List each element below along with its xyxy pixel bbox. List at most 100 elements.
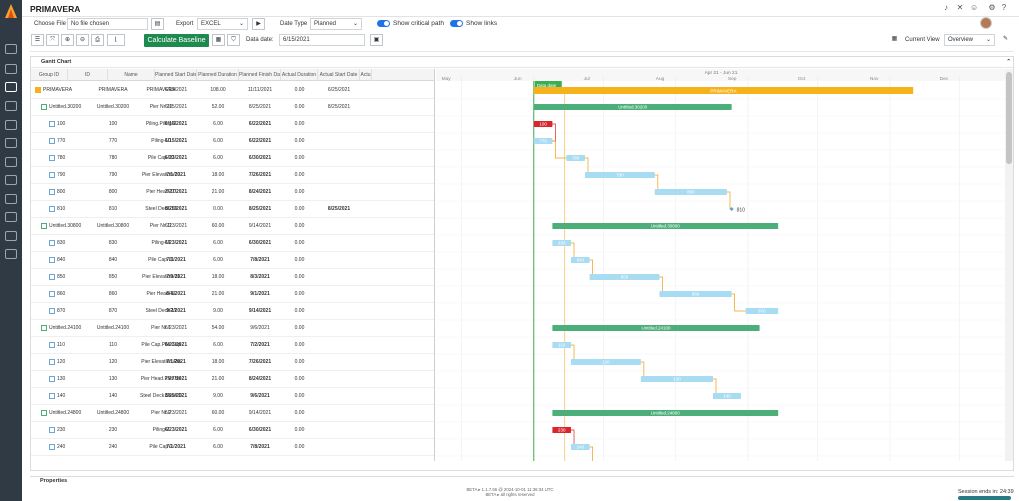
column-header[interactable]: Actu xyxy=(360,69,372,81)
gantt-bar[interactable] xyxy=(552,223,779,229)
critical-path-toggle[interactable] xyxy=(377,20,390,27)
table-row[interactable]: 100 100 Piling.Piling-1 6/15/2021 6.00 6/22/2… xyxy=(31,116,434,133)
task-icon[interactable] xyxy=(49,342,55,348)
task-icon[interactable] xyxy=(49,359,55,365)
print-icon[interactable]: ⎙ xyxy=(91,34,104,46)
chart-settings-icon[interactable]: ⌊ xyxy=(107,34,125,46)
gantt-bar[interactable] xyxy=(533,104,732,110)
zoom-out-icon[interactable]: ⊖ xyxy=(76,34,89,46)
table-row[interactable]: 110 110 Pile Cap.Pile Cap 6/23/2021 6.00 7/2/… xyxy=(31,337,434,354)
grid-view-icon[interactable]: ▦ xyxy=(888,34,901,46)
report-icon[interactable] xyxy=(5,194,17,204)
gantt-bar[interactable] xyxy=(713,393,741,399)
list-view-icon[interactable]: ☰ xyxy=(31,34,44,46)
export-select[interactable]: EXCEL ⌄ xyxy=(197,18,248,30)
edit-icon[interactable]: ✎ xyxy=(999,34,1012,46)
gantt-bar[interactable] xyxy=(571,359,641,365)
wbs-icon[interactable] xyxy=(41,104,47,110)
milestone-marker[interactable] xyxy=(729,207,734,211)
upload-file-button[interactable]: ▤ xyxy=(151,18,164,30)
sync-icon[interactable] xyxy=(5,212,17,222)
gantt-bar[interactable] xyxy=(533,87,914,94)
workflow-icon[interactable] xyxy=(5,64,17,74)
gantt-icon[interactable] xyxy=(5,82,17,92)
calendar-icon[interactable]: ▦ xyxy=(212,34,225,46)
zoom-in-icon[interactable]: ⊕ xyxy=(61,34,74,46)
column-header[interactable]: Actual Start Date xyxy=(318,69,360,81)
gantt-bar[interactable] xyxy=(552,240,572,246)
table-row[interactable]: Untitled.24100 Untitled.24100 Pier Nr 1 6/2… xyxy=(31,320,434,337)
table-row[interactable]: Untitled.30800 Untitled.30800 Pier Nr 11 6/… xyxy=(31,218,434,235)
table-row[interactable]: 860 860 Pier Head-11 8/4/2021 21.00 9/1/2021 0… xyxy=(31,286,434,303)
wbs-icon[interactable] xyxy=(41,325,47,331)
analytics-icon[interactable] xyxy=(5,231,17,241)
collapse-chevron-icon[interactable]: ⌃ xyxy=(1006,59,1011,65)
table-row[interactable]: PRIMAVERA PRIMAVERA PRIMAVERA 6/15/2021 108.… xyxy=(31,82,434,99)
table-row[interactable]: Untitled.24800 Untitled.24800 Pier Nr 2 6/2… xyxy=(31,405,434,422)
wbs-icon[interactable] xyxy=(41,410,47,416)
column-header[interactable]: Actual Duration xyxy=(281,69,318,81)
table-row[interactable]: 130 130 Pier Head.Pier He 7/27/2021 21.00 8/2… xyxy=(31,371,434,388)
gantt-bar[interactable] xyxy=(552,325,760,331)
column-header[interactable]: Planned Start Date xyxy=(155,69,197,81)
column-header[interactable]: Planned Finish Date xyxy=(239,69,281,81)
mail-icon[interactable] xyxy=(5,120,17,130)
task-icon[interactable] xyxy=(49,155,55,161)
table-row[interactable]: 780 780 Pile Cap-10 6/23/2021 6.00 6/30/2021 0… xyxy=(31,150,434,167)
user-settings-icon[interactable]: ☺ xyxy=(970,3,979,12)
table-row[interactable]: 800 800 Pier Head-10 7/27/2021 21.00 8/24/202… xyxy=(31,184,434,201)
bell-icon[interactable]: ♪ xyxy=(944,3,948,12)
wbs-icon[interactable] xyxy=(41,223,47,229)
vertical-scrollbar[interactable] xyxy=(1005,69,1013,461)
table-row[interactable]: 810 810 Steel Deck-10 8/25/2021 0.00 8/25/202… xyxy=(31,201,434,218)
current-view-select[interactable]: Overview ⌄ xyxy=(944,34,995,46)
gantt-bar[interactable] xyxy=(571,444,590,450)
calculate-baseline-button[interactable]: Calculate Baseline xyxy=(144,34,209,47)
box-icon[interactable] xyxy=(5,249,17,259)
task-icon[interactable] xyxy=(49,189,55,195)
task-icon[interactable] xyxy=(49,427,55,433)
tools-icon[interactable]: ✕ xyxy=(956,3,964,12)
table-row[interactable]: 790 790 Pier Elevation-10 7/1/2021 18.00 7/26… xyxy=(31,167,434,184)
table-row[interactable]: 240 240 Pile Cap-2 7/1/2021 6.00 7/8/2021 0.00 xyxy=(31,439,434,456)
table-row[interactable]: 870 870 Steel Deck-11 9/2/2021 9.00 9/14/2021… xyxy=(31,303,434,320)
gantt-bar[interactable] xyxy=(571,257,590,263)
task-icon[interactable] xyxy=(49,138,55,144)
task-icon[interactable] xyxy=(49,240,55,246)
gantt-bar[interactable] xyxy=(745,308,779,314)
document-icon[interactable] xyxy=(5,101,17,111)
save-icon[interactable]: ▣ xyxy=(370,34,383,46)
task-icon[interactable] xyxy=(49,376,55,382)
column-header[interactable]: ID xyxy=(68,69,108,81)
help-icon[interactable]: ? xyxy=(1001,3,1007,12)
properties-panel-header[interactable]: Properties xyxy=(30,476,1014,485)
table-row[interactable]: 140 140 Steel Deck.Steel D 8/25/2021 9.00 9/6… xyxy=(31,388,434,405)
filter-icon[interactable]: ⛉ xyxy=(227,34,240,46)
table-row[interactable]: 230 230 Piling-2 6/23/2021 6.00 6/30/2021 0.00 xyxy=(31,422,434,439)
clipboard-icon[interactable] xyxy=(5,157,17,167)
expand-icon[interactable]: ⤧ xyxy=(46,34,59,46)
task-icon[interactable] xyxy=(49,308,55,314)
task-icon[interactable] xyxy=(49,206,55,212)
column-header[interactable]: Planned Duration xyxy=(197,69,239,81)
file-list-icon[interactable] xyxy=(5,138,17,148)
date-type-select[interactable]: Planned ⌄ xyxy=(310,18,362,30)
gantt-bar[interactable] xyxy=(640,376,714,382)
show-links-toggle[interactable] xyxy=(450,20,463,27)
gantt-bar[interactable] xyxy=(552,342,572,348)
scroll-thumb[interactable] xyxy=(1006,72,1012,164)
task-icon[interactable] xyxy=(49,257,55,263)
data-date-input[interactable]: 6/15/2021 xyxy=(279,34,365,46)
task-icon[interactable] xyxy=(49,393,55,399)
column-header[interactable]: Name xyxy=(108,69,155,81)
gantt-bar[interactable] xyxy=(552,427,572,433)
gantt-bar[interactable] xyxy=(589,274,660,280)
gantt-bar[interactable] xyxy=(654,189,727,195)
gantt-bar[interactable] xyxy=(584,172,655,178)
table-row[interactable]: 770 770 Piling-10 6/15/2021 6.00 6/22/2021 0.0… xyxy=(31,133,434,150)
task-icon[interactable] xyxy=(49,274,55,280)
table-row[interactable]: 840 840 Pile Cap-11 7/1/2021 6.00 7/8/2021 0.0… xyxy=(31,252,434,269)
task-icon[interactable] xyxy=(49,172,55,178)
table-row[interactable]: 850 850 Pier Elevation-11 7/9/2021 18.00 8/3/… xyxy=(31,269,434,286)
project-icon[interactable] xyxy=(35,87,41,93)
